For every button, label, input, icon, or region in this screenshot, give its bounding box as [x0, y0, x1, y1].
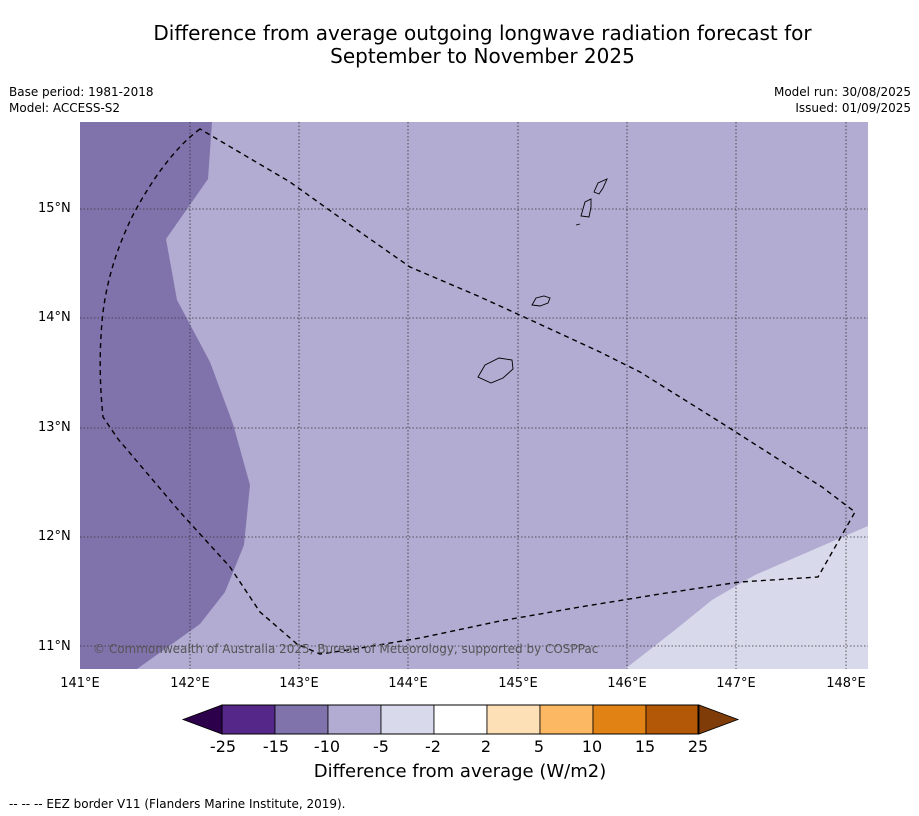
lat-tick: 11°N	[38, 639, 71, 654]
island-saipan	[593, 178, 608, 195]
lon-tick: 145°E	[498, 676, 538, 691]
colorbar-cell	[327, 704, 382, 735]
model-name: Model: ACCESS-S2	[9, 101, 121, 115]
title-line-2: September to November 2025	[330, 44, 635, 68]
colorbar-cell	[221, 704, 276, 735]
colorbar-label: 5	[533, 737, 545, 756]
island-rota	[531, 295, 551, 307]
colorbar-arrow-max	[698, 704, 740, 735]
model-run: Model run: 30/08/2025	[773, 85, 911, 99]
island-guam	[477, 357, 514, 384]
meta-left: Base period: 1981-2018 Model: ACCESS-S2	[9, 84, 154, 116]
colorbar-label: -15	[262, 737, 290, 756]
lat-tick: 14°N	[38, 310, 71, 325]
colorbar-frame	[221, 704, 699, 735]
lon-tick: 141°E	[60, 676, 100, 691]
colorbar-label: 10	[581, 737, 603, 756]
lon-tick: 148°E	[826, 676, 866, 691]
eez-border	[99, 128, 856, 655]
colorbar-label: 25	[687, 737, 709, 756]
colorbar-cell	[645, 704, 700, 735]
graticule	[80, 122, 868, 669]
copyright-notice: © Commonwealth of Australia 2025, Bureau…	[93, 642, 599, 656]
base-period: Base period: 1981-2018	[9, 85, 154, 99]
colorbar-label: -25	[209, 737, 237, 756]
island-aguijan	[575, 223, 581, 226]
colorbar-label: 2	[480, 737, 492, 756]
band-medium-purple	[80, 122, 250, 669]
meta-right: Model run: 30/08/2025 Issued: 01/09/2025	[774, 84, 911, 116]
colorbar-cell	[486, 704, 541, 735]
eez-footnote: -- -- -- EEZ border V11 (Flanders Marine…	[9, 797, 346, 811]
lat-tick: 13°N	[38, 420, 71, 435]
lon-tick: 146°E	[607, 676, 647, 691]
colorbar-title: Difference from average (W/m2)	[313, 761, 607, 782]
island-tinian	[580, 198, 592, 218]
colorbar-label: -2	[425, 737, 441, 756]
lat-tick: 15°N	[38, 201, 71, 216]
band-pale-purple	[625, 526, 868, 669]
colorbar-arrow-min	[181, 704, 223, 735]
colorbar-label: -5	[373, 737, 389, 756]
title-line-1: Difference from average outgoing longwav…	[153, 21, 812, 45]
colorbar-label: -10	[313, 737, 341, 756]
lon-tick: 142°E	[170, 676, 210, 691]
map-plot	[80, 122, 868, 669]
colorbar-cell	[380, 704, 435, 735]
colorbar-cell	[539, 704, 594, 735]
lat-tick: 12°N	[38, 529, 71, 544]
chart-title: Difference from average outgoing longwav…	[0, 22, 919, 68]
colorbar-label: 15	[634, 737, 656, 756]
colorbar	[181, 704, 740, 735]
lon-tick: 147°E	[716, 676, 756, 691]
islands	[477, 178, 608, 384]
lon-tick: 143°E	[279, 676, 319, 691]
issued-date: Issued: 01/09/2025	[795, 101, 911, 115]
colorbar-cell	[592, 704, 647, 735]
colorbar-cell	[433, 704, 488, 735]
lon-tick: 144°E	[388, 676, 428, 691]
colorbar-cell	[274, 704, 329, 735]
